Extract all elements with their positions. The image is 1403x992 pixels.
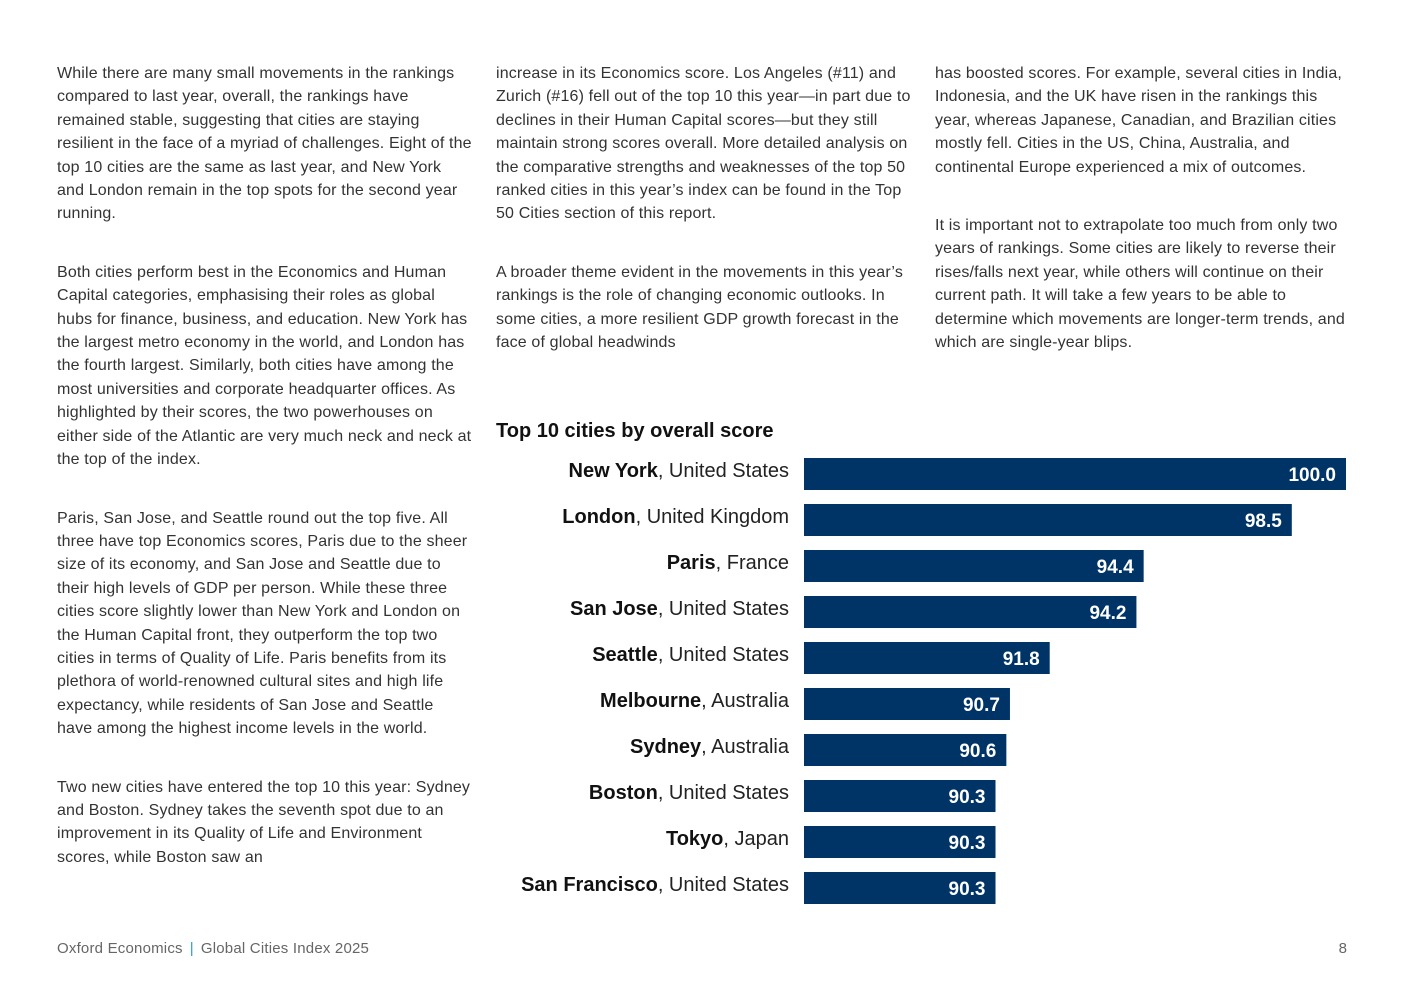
bar-value-label: 90.6	[959, 741, 996, 762]
paragraph: increase in its Economics score. Los Ang…	[496, 65, 911, 223]
footer-separator: |	[189, 940, 194, 957]
paragraph: A broader theme evident in the movements…	[496, 263, 903, 352]
text-column-2: increase in its Economics score. Los Ang…	[496, 62, 911, 389]
category-label: Tokyo, Japan	[666, 828, 789, 850]
category-city: Tokyo	[666, 828, 723, 850]
text-column-3: has boosted scores. For example, several…	[935, 62, 1350, 389]
bar-value-label: 90.7	[963, 695, 1000, 716]
category-city: Sydney	[630, 736, 702, 758]
paragraph: Paris, San Jose, and Seattle round out t…	[57, 509, 468, 738]
text-column-1: While there are many small movements in …	[57, 62, 472, 904]
category-label: San Jose, United States	[570, 598, 789, 620]
footer-publisher: Oxford Economics	[57, 940, 183, 957]
bar	[804, 780, 996, 812]
category-country: , Australia	[701, 736, 790, 758]
category-country: , United States	[658, 598, 789, 620]
page-number: 8	[1338, 940, 1347, 957]
category-label: Sydney, Australia	[630, 736, 790, 758]
category-city: Seattle	[592, 644, 658, 666]
category-city: London	[562, 506, 635, 528]
bar-value-label: 94.2	[1089, 603, 1126, 624]
category-city: Boston	[589, 782, 658, 804]
category-country: , United States	[658, 460, 789, 482]
category-country: , United Kingdom	[636, 506, 789, 528]
category-city: Melbourne	[600, 690, 701, 712]
category-city: San Jose	[570, 598, 658, 620]
footer: Oxford Economics | Global Cities Index 202…	[57, 940, 369, 957]
category-label: Seattle, United States	[592, 644, 789, 666]
category-country: , France	[716, 552, 789, 574]
bar	[804, 550, 1144, 582]
bar	[804, 504, 1292, 536]
category-label: Paris, France	[667, 552, 789, 574]
bar	[804, 688, 1010, 720]
bar	[804, 872, 996, 904]
bar-value-label: 94.4	[1097, 557, 1134, 578]
bar-value-label: 90.3	[949, 833, 986, 854]
category-label: Melbourne, Australia	[600, 690, 790, 712]
bar-value-label: 100.0	[1288, 465, 1336, 486]
bar-value-label: 98.5	[1245, 511, 1282, 532]
bar	[804, 734, 1007, 766]
paragraph: has boosted scores. For example, several…	[935, 65, 1342, 176]
category-label: San Francisco, United States	[521, 874, 789, 896]
paragraph: While there are many small movements in …	[57, 65, 472, 223]
category-label: London, United Kingdom	[562, 506, 789, 528]
bar-value-label: 91.8	[1003, 649, 1040, 670]
footer-publication: Global Cities Index 2025	[200, 940, 370, 957]
category-city: Paris	[667, 552, 716, 574]
category-label: Boston, United States	[589, 782, 789, 804]
category-label: New York, United States	[569, 460, 789, 482]
category-country: , Japan	[723, 828, 789, 850]
category-country: , United States	[658, 782, 789, 804]
category-city: San Francisco	[521, 874, 658, 896]
category-city: New York	[569, 460, 659, 482]
category-country: , United States	[658, 644, 789, 666]
paragraph: Both cities perform best in the Economic…	[57, 263, 472, 469]
bar	[804, 596, 1137, 628]
paragraph: Two new cities have entered the top 10 t…	[57, 778, 471, 866]
category-country: , Australia	[701, 690, 790, 712]
bar	[804, 642, 1050, 674]
category-country: , United States	[658, 874, 789, 896]
bar	[804, 826, 996, 858]
bar-value-label: 90.3	[949, 787, 986, 808]
chart-title: Top 10 cities by overall score	[496, 420, 774, 442]
paragraph: It is important not to extrapolate too m…	[935, 217, 1345, 352]
bar-value-label: 90.3	[949, 879, 986, 900]
bar	[804, 458, 1346, 490]
